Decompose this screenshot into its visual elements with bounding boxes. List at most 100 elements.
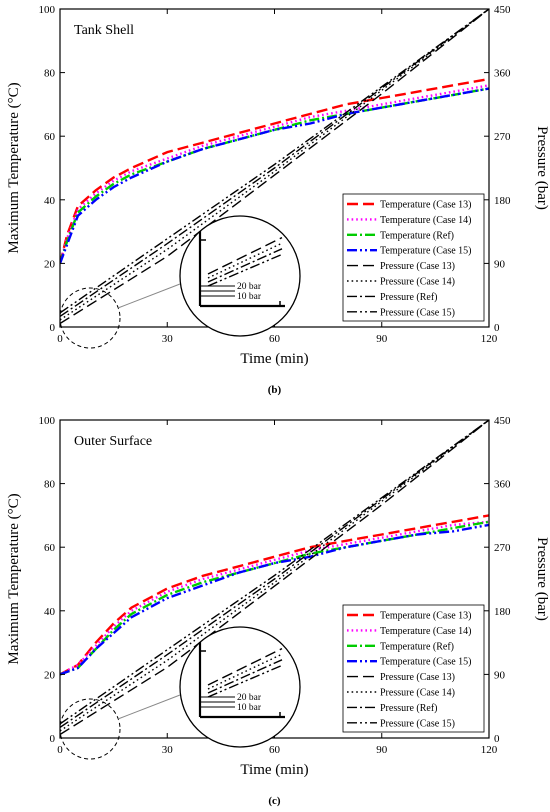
series-line-7 bbox=[60, 420, 489, 725]
y-tick-label: 100 bbox=[39, 415, 56, 427]
y-tick-label: 60 bbox=[44, 131, 56, 143]
legend-entry-7: Pressure (Case 15) bbox=[347, 307, 455, 318]
series-line-2 bbox=[60, 520, 489, 676]
legend-label: Pressure (Ref) bbox=[380, 703, 437, 714]
legend-entry-6: Pressure (Ref) bbox=[347, 703, 437, 714]
series-line-1 bbox=[60, 520, 489, 676]
x-tick-label: 30 bbox=[162, 744, 174, 756]
legend-entry-0: Temperature (Case 13) bbox=[347, 611, 471, 622]
series-line-4 bbox=[60, 420, 489, 736]
inset-pressure-line-0 bbox=[207, 236, 283, 275]
y-tick-label: 100 bbox=[39, 4, 56, 16]
legend-entry-0: Temperature (Case 13) bbox=[347, 200, 471, 211]
legend-label: Temperature (Case 15) bbox=[380, 657, 471, 668]
series-group bbox=[60, 9, 489, 325]
y-tick-label: 0 bbox=[50, 322, 56, 334]
legend-label: Pressure (Case 15) bbox=[380, 718, 455, 729]
legend-label: Pressure (Case 14) bbox=[380, 277, 455, 288]
series-group bbox=[60, 420, 489, 736]
legend-label: Pressure (Ref) bbox=[380, 292, 437, 303]
y-tick-label: 80 bbox=[44, 479, 56, 491]
legend-box bbox=[342, 193, 485, 322]
inset-pressure-line-2 bbox=[207, 659, 283, 694]
legend-entry-1: Temperature (Case 14) bbox=[347, 626, 471, 637]
y2-tick-label: 360 bbox=[494, 68, 511, 80]
legend-label: Temperature (Case 15) bbox=[380, 246, 471, 257]
y2-tick-label: 450 bbox=[494, 4, 511, 16]
x-tick-label: 60 bbox=[269, 744, 281, 756]
legend-entry-2: Temperature (Ref) bbox=[347, 230, 454, 241]
series-line-3 bbox=[60, 523, 489, 676]
inset-circle bbox=[179, 626, 301, 748]
series-line-3 bbox=[60, 87, 489, 264]
y2-tick-label: 90 bbox=[494, 258, 506, 270]
panel-title: Tank Shell bbox=[74, 23, 134, 38]
legend-entry-6: Pressure (Ref) bbox=[347, 292, 437, 303]
legend-entry-3: Temperature (Case 15) bbox=[347, 657, 471, 668]
x-tick-label: 0 bbox=[57, 333, 63, 345]
legend-label: Pressure (Case 15) bbox=[380, 307, 455, 318]
y2-tick-label: 270 bbox=[494, 131, 511, 143]
legend-entry-4: Pressure (Case 13) bbox=[347, 672, 455, 683]
inset-pressure-line-3 bbox=[207, 664, 283, 698]
x-axis-label: Time (min) bbox=[240, 762, 308, 778]
y-tick-label: 80 bbox=[44, 68, 56, 80]
y-axis-label: Maximum Temperature (°C) bbox=[6, 493, 22, 664]
y2-tick-label: 360 bbox=[494, 479, 511, 491]
legend-label: Temperature (Case 13) bbox=[380, 200, 471, 211]
y-tick-label: 0 bbox=[50, 733, 56, 745]
zoom-region-circle bbox=[59, 287, 121, 349]
legend-entry-7: Pressure (Case 15) bbox=[347, 718, 455, 729]
figure-caption: (c) bbox=[268, 795, 281, 807]
y2-axis-label: Pressure (bar) bbox=[534, 537, 550, 621]
zoom-connector bbox=[117, 283, 181, 309]
inset-pressure-line-0 bbox=[207, 647, 283, 686]
series-line-1 bbox=[60, 84, 489, 264]
inset-label-20bar: 20 bar bbox=[237, 282, 262, 292]
legend-label: Pressure (Case 14) bbox=[380, 688, 455, 699]
inset-pressure-line-3 bbox=[207, 253, 283, 287]
y2-tick-label: 0 bbox=[494, 322, 500, 334]
y2-axis-label: Pressure (bar) bbox=[534, 126, 550, 210]
y-tick-label: 20 bbox=[44, 258, 56, 270]
legend-entry-1: Temperature (Case 14) bbox=[347, 215, 471, 226]
inset-label-20bar: 20 bar bbox=[237, 693, 262, 703]
x-tick-label: 120 bbox=[481, 333, 498, 345]
legend-label: Temperature (Case 13) bbox=[380, 611, 471, 622]
zoom-region-circle bbox=[59, 698, 121, 760]
panel-title: Outer Surface bbox=[74, 434, 152, 449]
y2-tick-label: 180 bbox=[494, 195, 511, 207]
inset-pressure-line-2 bbox=[207, 248, 283, 283]
y-axis-label: Maximum Temperature (°C) bbox=[6, 82, 22, 253]
x-tick-label: 90 bbox=[376, 744, 388, 756]
legend-label: Temperature (Ref) bbox=[380, 230, 454, 241]
series-line-6 bbox=[60, 420, 489, 728]
inset-circle bbox=[179, 215, 301, 337]
y-tick-label: 60 bbox=[44, 542, 56, 554]
y2-tick-label: 270 bbox=[494, 542, 511, 554]
inset-label-10bar: 10 bar bbox=[237, 292, 262, 302]
x-tick-label: 90 bbox=[376, 333, 388, 345]
y-tick-label: 40 bbox=[44, 195, 56, 207]
legend-label: Temperature (Ref) bbox=[380, 641, 454, 652]
series-line-7 bbox=[60, 9, 489, 314]
legend-entry-2: Temperature (Ref) bbox=[347, 641, 454, 652]
series-line-4 bbox=[60, 9, 489, 325]
legend: Temperature (Case 13) Temperature (Case 1… bbox=[342, 604, 485, 733]
y2-tick-label: 180 bbox=[494, 606, 511, 618]
legend-box bbox=[342, 604, 485, 733]
legend-entry-5: Pressure (Case 14) bbox=[347, 277, 455, 288]
legend-entry-4: Pressure (Case 13) bbox=[347, 261, 455, 272]
legend-label: Temperature (Case 14) bbox=[380, 626, 471, 637]
y-tick-label: 20 bbox=[44, 669, 56, 681]
y2-tick-label: 0 bbox=[494, 733, 500, 745]
y2-tick-label: 90 bbox=[494, 669, 506, 681]
figure-caption: (b) bbox=[268, 384, 282, 396]
legend-label: Pressure (Case 13) bbox=[380, 672, 455, 683]
inset-label-10bar: 10 bar bbox=[237, 703, 262, 713]
x-tick-label: 0 bbox=[57, 744, 63, 756]
series-line-0 bbox=[60, 514, 489, 676]
